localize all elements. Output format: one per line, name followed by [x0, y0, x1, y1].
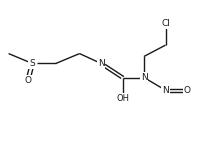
Text: S: S	[29, 59, 35, 68]
Text: N: N	[98, 59, 104, 68]
Text: O: O	[184, 86, 190, 95]
Text: N: N	[162, 86, 169, 95]
Text: OH: OH	[116, 94, 129, 103]
Text: N: N	[141, 73, 147, 82]
Text: Cl: Cl	[161, 19, 170, 28]
Text: O: O	[25, 76, 31, 85]
